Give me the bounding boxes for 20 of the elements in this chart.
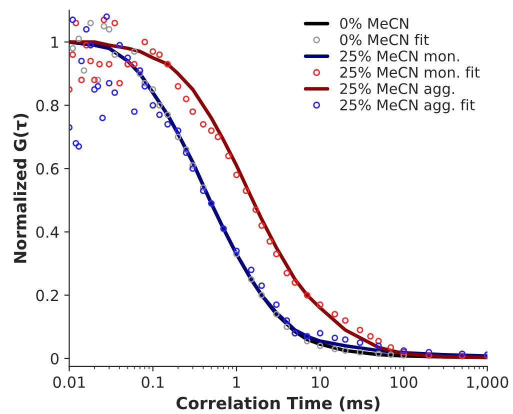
- legend-label: 25% MeCN mon. fit: [340, 66, 480, 78]
- x-axis-title: Correlation Time (ms): [176, 396, 380, 412]
- x-tick-label: 10: [312, 376, 329, 388]
- x-tick-label: 1: [233, 376, 240, 388]
- y-axis-title: Normalized G(τ): [14, 114, 28, 263]
- x-tick-label: 0.1: [142, 376, 164, 388]
- legend-label: 0% MeCN fit: [340, 34, 429, 46]
- legend-label: 25% MeCN agg. fit: [340, 99, 475, 114]
- y-tick-label: 0: [50, 352, 59, 364]
- y-tick-label: 1: [51, 36, 58, 48]
- y-tick-label: 0.6: [36, 163, 59, 175]
- legend-label: 25% MeCN agg.: [340, 83, 454, 97]
- legend-label: 25% MeCN mon.: [340, 50, 459, 62]
- x-tick-label: 1,000: [467, 376, 508, 390]
- y-tick-label: 0.2: [36, 290, 58, 302]
- y-tick-label: 0.8: [36, 100, 58, 112]
- x-tick-label: 100: [390, 376, 418, 388]
- y-tick-label: 0.4: [36, 226, 59, 238]
- x-tick-label: 0.01: [53, 376, 85, 388]
- legend-label: 0% MeCN: [340, 18, 408, 29]
